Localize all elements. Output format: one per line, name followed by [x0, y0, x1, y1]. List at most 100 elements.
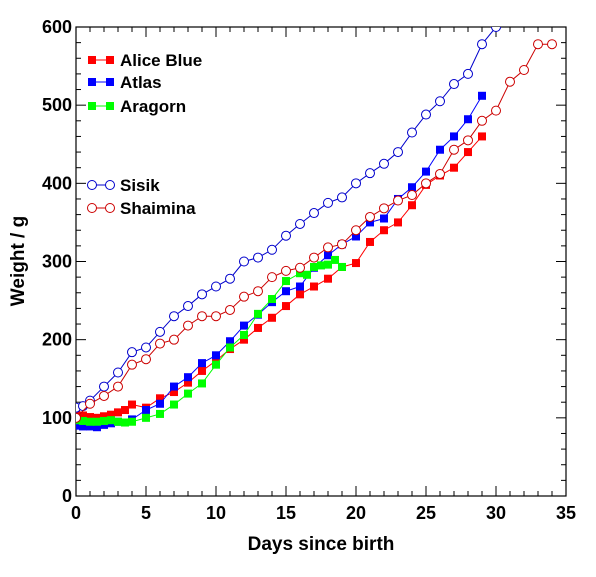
legend-entry-sisik: Sisik — [87, 176, 160, 195]
alice-blue-point — [324, 274, 332, 283]
aragorn-point — [100, 416, 108, 425]
shaimina-point — [351, 225, 361, 236]
alice-blue-point — [170, 388, 178, 397]
sisik-point — [113, 367, 123, 378]
aragorn-point — [317, 261, 325, 270]
x-tick-label: 5 — [141, 503, 151, 523]
x-tick-label: 20 — [346, 503, 366, 523]
y-tick-label: 0 — [62, 486, 72, 506]
sisik-point — [99, 381, 109, 392]
x-axis-title: Days since birth — [248, 534, 395, 555]
atlas-point — [170, 382, 178, 391]
sisik-point — [351, 178, 361, 189]
aragorn-point — [198, 379, 206, 388]
sisik-point — [281, 230, 291, 241]
atlas-point — [296, 282, 304, 291]
shaimina-point — [449, 144, 459, 155]
sisik-point — [309, 208, 319, 219]
sisik-point — [463, 68, 473, 79]
shaimina-point — [85, 398, 95, 409]
alice-blue-point — [79, 411, 87, 420]
sisik-point — [211, 281, 221, 292]
atlas-point — [450, 132, 458, 141]
aragorn-point — [128, 417, 136, 426]
aragorn-point — [212, 360, 220, 369]
sisik-point — [365, 168, 375, 179]
aragorn-point — [156, 409, 164, 418]
alice-blue-point — [478, 132, 486, 141]
shaimina-point — [197, 311, 207, 322]
shaimina-point — [76, 412, 81, 423]
axis-ticks — [75, 26, 567, 497]
alice-blue-point — [464, 148, 472, 157]
legend-marker — [88, 56, 96, 64]
shaimina-point — [421, 178, 431, 189]
legend-entry-shaimina: Shaimina — [87, 199, 196, 218]
shaimina-point — [309, 252, 319, 263]
legend: Alice Blue Atlas Aragorn Sisik Shaimina — [87, 51, 202, 218]
shaimina-point — [491, 105, 501, 116]
atlas-point — [198, 359, 206, 368]
alice-blue-point — [408, 201, 416, 210]
atlas-point — [422, 167, 430, 176]
alice-blue-point — [100, 412, 108, 421]
atlas-point — [380, 214, 388, 223]
alice-blue-point — [380, 226, 388, 235]
legend-entry-aragorn: Aragorn — [88, 97, 186, 116]
y-tick-label: 200 — [42, 330, 72, 350]
sisik-point — [295, 218, 305, 229]
alice-blue-point — [156, 394, 164, 403]
sisik-point — [449, 79, 459, 90]
alice-blue-point — [366, 237, 374, 246]
aragorn-point — [170, 400, 178, 409]
shaimina-point — [407, 190, 417, 201]
alice-blue-point — [310, 282, 318, 291]
x-tick-label: 15 — [276, 503, 296, 523]
x-tick-label: 0 — [71, 503, 81, 523]
legend-marker — [87, 180, 97, 190]
aragorn-point — [184, 389, 192, 398]
shaimina-point — [141, 354, 151, 365]
atlas-point — [282, 287, 290, 296]
aragorn-point — [268, 295, 276, 304]
series-shaimina — [76, 39, 557, 423]
alice-blue-point — [198, 366, 206, 375]
atlas-point — [408, 183, 416, 192]
atlas-point — [184, 373, 192, 382]
sisik-point — [169, 311, 179, 322]
sisik-point — [491, 27, 501, 32]
aragorn-point — [121, 418, 129, 427]
aragorn-point — [324, 260, 332, 269]
shaimina-point — [547, 39, 557, 50]
alice-blue-point — [114, 408, 122, 417]
shaimina-point — [281, 265, 291, 276]
atlas-point — [240, 321, 248, 330]
atlas-point — [142, 406, 150, 415]
aragorn-point — [310, 262, 318, 271]
aragorn-point — [114, 417, 122, 426]
atlas-point — [212, 351, 220, 360]
x-tick-label: 35 — [556, 503, 576, 523]
x-tick-label: 25 — [416, 503, 436, 523]
atlas-point — [93, 423, 101, 432]
y-tick-label: 300 — [42, 252, 72, 272]
aragorn-point — [240, 330, 248, 339]
y-axis-title: Weight / g — [8, 216, 29, 306]
x-tick-label: 10 — [206, 503, 226, 523]
sisik-point — [239, 256, 249, 267]
y-tick-label: 500 — [42, 95, 72, 115]
legend-marker — [88, 78, 96, 86]
shaimina-point — [435, 168, 445, 179]
legend-label: Alice Blue — [120, 51, 202, 70]
atlas-point — [436, 145, 444, 154]
aragorn-point — [142, 413, 150, 422]
legend-marker — [88, 102, 96, 110]
aragorn-point — [282, 277, 290, 286]
y-tick-label: 600 — [42, 17, 72, 37]
shaimina-point — [379, 203, 389, 214]
aragorn-point — [303, 270, 311, 279]
alice-blue-point — [240, 335, 248, 344]
y-tick-label: 100 — [42, 408, 72, 428]
atlas-point — [79, 422, 87, 431]
